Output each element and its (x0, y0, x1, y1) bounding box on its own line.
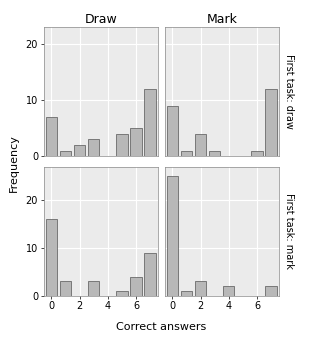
Bar (195, 282, 206, 296)
Bar (74, 145, 85, 156)
Bar (167, 176, 178, 296)
Bar (130, 277, 142, 296)
Bar (181, 151, 192, 156)
Bar (116, 134, 128, 156)
Bar (46, 219, 57, 296)
Bar (46, 117, 57, 156)
Text: Correct answers: Correct answers (116, 322, 206, 332)
Bar (144, 253, 156, 296)
Bar (144, 89, 156, 156)
Bar (88, 139, 99, 156)
Bar (195, 134, 206, 156)
Bar (265, 89, 277, 156)
Bar (251, 151, 263, 156)
Text: First task: draw: First task: draw (284, 54, 294, 129)
Title: Draw: Draw (84, 13, 117, 26)
Bar (223, 286, 235, 296)
Title: Mark: Mark (206, 13, 237, 26)
Bar (167, 106, 178, 156)
Bar (60, 151, 71, 156)
Bar (209, 151, 220, 156)
Bar (181, 291, 192, 296)
Bar (88, 282, 99, 296)
Text: Frequency: Frequency (8, 134, 18, 192)
Bar (60, 282, 71, 296)
Text: First task: mark: First task: mark (284, 193, 294, 269)
Bar (130, 128, 142, 156)
Bar (116, 291, 128, 296)
Bar (265, 286, 277, 296)
